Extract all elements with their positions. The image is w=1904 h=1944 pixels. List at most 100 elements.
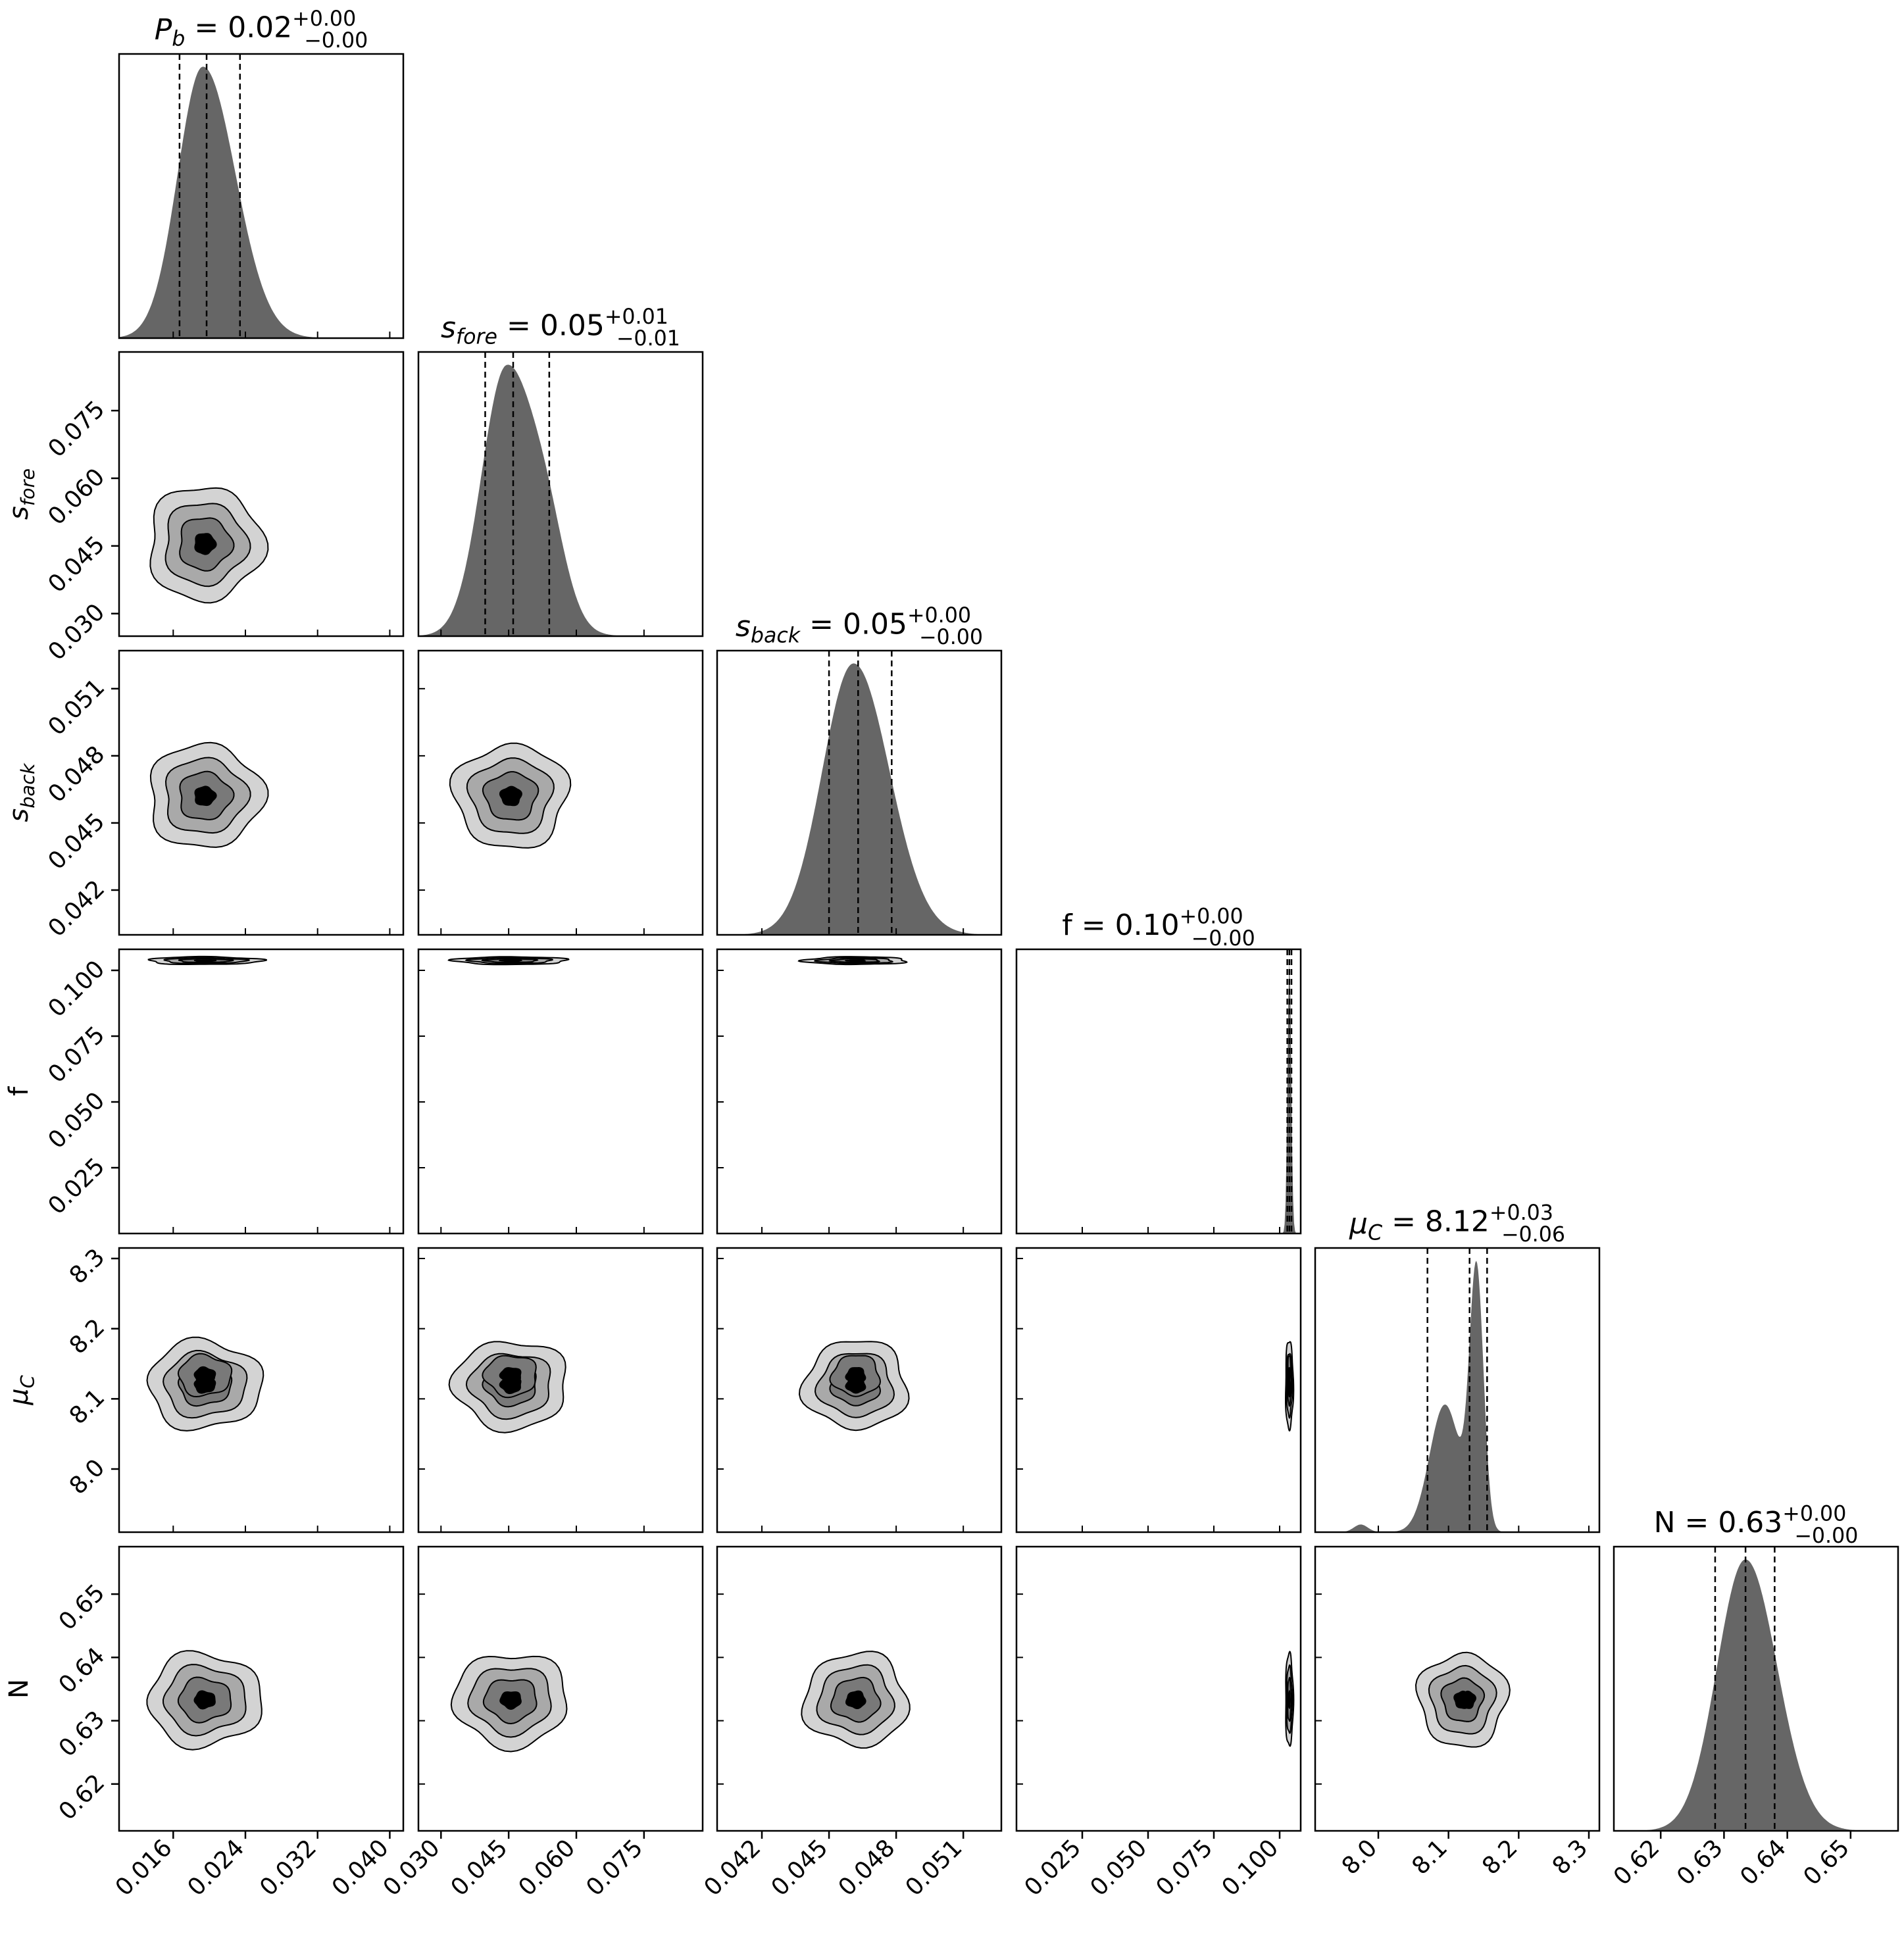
panel-f-Pb [118,948,405,1235]
panel-frame [417,351,704,637]
histogram-sback [717,663,1001,935]
panel-sback-Pb [118,649,405,936]
y-tick-label-muC-0: 8.0 [64,1454,110,1499]
x-tick-label-N-2: 0.64 [1735,1834,1791,1891]
contour-mode-muC-f-3 [1288,1366,1291,1385]
panel-N-Pb [118,1545,405,1832]
x-label-N: N [1746,1942,1766,1944]
panel-f-sfore [417,948,704,1235]
panel-frame [716,1247,1003,1533]
x-tick-label-sfore-0: 0.030 [378,1834,445,1901]
x-tick-label-muC-3: 8.3 [1547,1834,1593,1880]
contour-N-Pb-3 [193,1690,216,1710]
x-label-sback: sback [830,1942,889,1944]
panel-frame [1015,948,1302,1235]
panel-frame [417,948,704,1235]
panel-sfore-sfore [417,351,704,637]
y-tick-label-sfore-0: 0.030 [43,599,110,666]
panel-N-N [1613,1545,1899,1832]
x-tick-label-sfore-1: 0.045 [446,1834,513,1901]
panel-N-sback [716,1545,1003,1832]
y-tick-label-N-0: 0.62 [54,1769,111,1826]
y-tick-label-sfore-2: 0.060 [43,463,110,530]
panel-frame [417,649,704,936]
y-label-muC: μC [4,1374,39,1405]
y-tick-label-N-3: 0.65 [54,1580,111,1636]
y-label-N: N [4,1679,34,1699]
y-tick-label-sback-1: 0.045 [43,808,110,875]
contour-f-sfore-3 [498,959,523,962]
panel-N-f [1015,1545,1302,1832]
title-sfore: sfore = 0.05+0.01 −0.01 [441,305,680,351]
panel-f-f [1015,948,1302,1235]
x-tick-label-N-3: 0.65 [1799,1834,1855,1891]
contour-mode-muC-sback-3 [845,1366,866,1385]
y-tick-label-N-2: 0.64 [54,1643,111,1699]
panel-Pb-Pb [118,53,405,339]
y-tick-label-sback-3: 0.051 [43,674,110,741]
title-N: N = 0.63+0.00 −0.00 [1654,1503,1859,1548]
y-tick-label-sback-2: 0.048 [43,741,110,808]
panel-frame [118,53,405,339]
panel-f-sback [716,948,1003,1235]
contour-mode-N-muC-3 [1458,1690,1477,1709]
panel-frame [716,1545,1003,1832]
panel-N-sfore [417,1545,704,1832]
panel-N-muC [1314,1545,1601,1832]
y-tick-label-sfore-3: 0.075 [43,396,110,463]
x-tick-label-muC-2: 8.2 [1477,1834,1522,1880]
x-tick-label-f-0: 0.025 [1019,1834,1086,1901]
panel-frame [1314,1545,1601,1832]
x-label-muC: μC [1441,1942,1472,1944]
x-tick-label-sback-1: 0.045 [766,1834,834,1901]
panel-frame [417,1545,704,1832]
x-tick-label-Pb-1: 0.024 [182,1834,249,1901]
x-tick-label-sback-0: 0.042 [699,1834,766,1901]
panel-frame [118,649,405,936]
x-label-Pb: Pb [247,1942,275,1944]
title-sback: sback = 0.05+0.00 −0.00 [736,604,983,649]
contour-N-sfore-3 [499,1691,522,1710]
x-label-sfore: sfore [535,1942,586,1944]
histogram-muC [1315,1260,1599,1532]
panel-frame [716,948,1003,1235]
title-muC: μC = 8.12+0.03 −0.06 [1349,1201,1565,1247]
panel-frame [118,948,405,1235]
y-tick-label-muC-3: 8.3 [64,1243,110,1289]
contour-mode-muC-sfore-3 [499,1367,522,1385]
contour-f-sback-3 [845,959,866,962]
panel-frame [118,351,405,637]
y-tick-label-f-2: 0.075 [43,1021,110,1088]
contour-mode-muC-Pb-3 [193,1366,216,1385]
x-tick-label-Pb-2: 0.032 [255,1834,322,1901]
y-tick-label-muC-2: 8.2 [64,1314,110,1359]
x-tick-label-f-1: 0.050 [1085,1834,1152,1901]
panel-sback-sback [716,649,1003,936]
panel-muC-sfore [417,1247,704,1533]
x-tick-label-sfore-3: 0.075 [581,1834,648,1901]
x-tick-label-N-1: 0.63 [1672,1834,1728,1891]
y-tick-label-N-1: 0.63 [54,1706,111,1762]
title-f: f = 0.10+0.00 −0.00 [1062,905,1255,951]
y-tick-label-f-0: 0.025 [43,1153,110,1220]
x-tick-label-muC-1: 8.1 [1407,1834,1453,1880]
panel-frame [1613,1545,1899,1832]
contour-N-sback-3 [845,1690,866,1709]
contour-N-f-3 [1288,1689,1291,1709]
histogram-f [1016,962,1301,1234]
panel-frame [1314,1247,1601,1533]
histogram-sfore [418,364,703,636]
x-tick-label-N-0: 0.62 [1609,1834,1665,1891]
panel-muC-muC [1314,1247,1601,1533]
histogram-N [1614,1559,1898,1831]
x-tick-label-Pb-0: 0.016 [111,1834,178,1901]
y-tick-label-sfore-1: 0.045 [43,531,110,598]
panel-sback-sfore [417,649,704,936]
title-Pb: Pb = 0.02+0.00 −0.00 [155,7,368,53]
contour-sback-Pb-3 [194,785,217,807]
panel-frame [417,1247,704,1533]
panel-frame [716,649,1003,936]
x-tick-label-sfore-2: 0.060 [513,1834,580,1901]
y-tick-label-f-3: 0.100 [43,955,110,1022]
